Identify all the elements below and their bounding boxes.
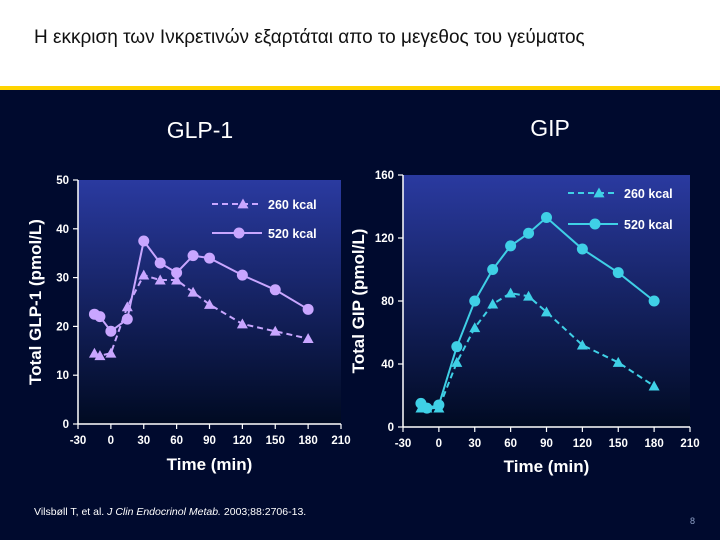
citation-journal: J Clin Endocrinol Metab.	[107, 506, 221, 518]
gip-y-tick-label: 0	[388, 422, 394, 434]
glp1-series-260-kcal-point	[171, 274, 183, 285]
glp1-series-520-kcal-legend-marker	[233, 227, 245, 239]
gip-x-tick-label: 30	[468, 438, 481, 450]
gip-x-tick-label: 60	[504, 438, 517, 450]
gip-x-tick-label: 180	[645, 438, 664, 450]
gip-series-520-kcal-point	[523, 227, 535, 239]
gip-x-tick-label: 90	[540, 438, 553, 450]
gip-chart: GIP-30 0 30 60 90 120 150 180 21004080120160Time…	[349, 115, 700, 476]
glp1-y-axis-label: Total GLP-1 (pmol/L)	[26, 219, 45, 385]
glp1-chart-title: GLP-1	[167, 117, 233, 143]
glp1-series-260-kcal-point	[204, 298, 215, 309]
gip-x-tick-label: -30	[395, 438, 412, 450]
glp1-series-260-kcal-legend-label: 260 kcal	[268, 198, 317, 212]
gip-series-260-kcal-point	[451, 356, 463, 367]
gip-x-axis-label: Time (min)	[504, 457, 590, 476]
charts-canvas: GLP-1-30 0 30 60 90 120 150 180 21001020304050Ti…	[26, 115, 700, 476]
gip-y-tick-label: 80	[381, 296, 394, 308]
gip-series-260-kcal-point	[487, 298, 499, 309]
glp1-y-tick-label: 50	[56, 175, 69, 187]
glp1-series-260-kcal-point	[94, 350, 106, 361]
glp1-series-520-kcal-point	[269, 284, 281, 296]
gip-x-tick-label: 210	[680, 438, 699, 450]
glp1-series-520-kcal-point	[154, 257, 166, 269]
glp1-series-260-kcal-point	[269, 325, 281, 336]
glp1-series-520-kcal-point	[121, 313, 133, 325]
gip-y-tick-label: 40	[381, 359, 394, 371]
gip-x-tick-label: 150	[609, 438, 628, 450]
glp1-series-520-kcal-point	[105, 325, 117, 337]
glp1-y-tick-label: 0	[63, 419, 69, 431]
glp1-x-axis-label: Time (min)	[167, 455, 253, 474]
glp1-series-260-kcal-point	[187, 286, 199, 297]
gip-chart-title: GIP	[530, 115, 570, 141]
gip-series-520-kcal-point	[505, 240, 517, 252]
glp1-series-520-kcal-point	[187, 250, 199, 262]
gip-series-260-kcal-point	[523, 290, 535, 301]
gip-series-520-kcal-point	[469, 295, 481, 307]
glp1-y-tick-label: 20	[56, 321, 69, 333]
glp1-series-520-kcal-legend-label: 520 kcal	[268, 227, 317, 241]
citation: Vilsbøll T, et al. J Clin Endocrinol Met…	[34, 506, 306, 518]
gip-series-520-kcal-point	[451, 341, 463, 353]
gip-series-520-kcal-point	[612, 267, 624, 279]
glp1-series-520-kcal-point	[171, 267, 183, 279]
glp1-series-520-kcal-point	[138, 235, 150, 247]
slide-title: Η εκκριση των Ινκρετινών εξαρτάται απο τ…	[34, 27, 585, 48]
gip-series-260-kcal-point	[648, 380, 660, 391]
gip-series-260-kcal-legend-label: 260 kcal	[624, 187, 673, 201]
gip-x-tick-label: 120	[573, 438, 592, 450]
glp1-series-260-kcal-legend-marker	[237, 198, 249, 209]
glp1-series-260-kcal-point	[302, 333, 314, 343]
gip-series-520-kcal-legend-label: 520 kcal	[624, 218, 673, 232]
glp1-series-260-kcal-point	[236, 318, 248, 329]
glp1-x-tick-label: 210	[331, 435, 350, 447]
gip-x-tick-label: 0	[436, 438, 442, 450]
glp1-x-tick-label: 60	[170, 435, 183, 447]
glp1-x-tick-label: -30	[70, 435, 87, 447]
gip-series-520-kcal-point	[421, 402, 433, 414]
gip-series-520-kcal-point	[433, 399, 445, 411]
gip-series-260-kcal-point	[541, 306, 552, 317]
gip-y-tick-label: 160	[375, 170, 394, 182]
glp1-x-tick-label: 0	[108, 435, 114, 447]
glp1-series-520-kcal-point	[302, 303, 314, 315]
glp1-chart: GLP-1-30 0 30 60 90 120 150 180 21001020304050Ti…	[26, 117, 351, 474]
glp1-x-tick-label: 90	[203, 435, 216, 447]
glp1-y-tick-label: 30	[56, 273, 69, 285]
citation-authors: Vilsbøll T, et al.	[34, 506, 108, 518]
gip-series-260-kcal-point	[505, 287, 517, 298]
glp1-series-520-kcal-point	[94, 311, 106, 323]
glp1-y-tick-label: 10	[56, 370, 69, 382]
glp1-series-260-kcal-point	[138, 269, 150, 280]
citation-details: 2003;88:2706-13.	[220, 506, 307, 518]
gip-series-520-kcal-legend-marker	[589, 218, 601, 230]
glp1-series-260-kcal-point	[154, 274, 166, 285]
glp1-y-tick-label: 40	[56, 224, 69, 236]
glp1-x-tick-label: 150	[266, 435, 285, 447]
glp1-x-tick-label: 120	[233, 435, 252, 447]
gip-series-520-kcal-point	[648, 295, 660, 307]
gip-series-260-kcal-point	[469, 322, 481, 333]
gip-series-260-kcal-point	[612, 356, 624, 367]
glp1-x-tick-label: 180	[299, 435, 318, 447]
gip-series-520-kcal-point	[541, 212, 552, 224]
gip-series-260-kcal-point	[576, 339, 588, 350]
glp1-series-520-kcal-point	[204, 252, 215, 264]
glp1-series-520-kcal-point	[236, 269, 248, 281]
page-number: 8	[690, 516, 696, 526]
gip-series-520-kcal-point	[576, 243, 588, 255]
gip-y-axis-label: Total GIP (pmol/L)	[349, 229, 368, 374]
gip-y-tick-label: 120	[375, 233, 394, 245]
title-area: Η εκκριση των Ινκρετινών εξαρτάται απο τ…	[0, 0, 720, 86]
gip-series-260-kcal-legend-marker	[593, 187, 605, 198]
glp1-x-tick-label: 30	[137, 435, 150, 447]
accent-rule	[0, 86, 720, 90]
glp1-series-260-kcal-point	[105, 347, 117, 358]
gip-series-520-kcal-point	[487, 264, 499, 275]
